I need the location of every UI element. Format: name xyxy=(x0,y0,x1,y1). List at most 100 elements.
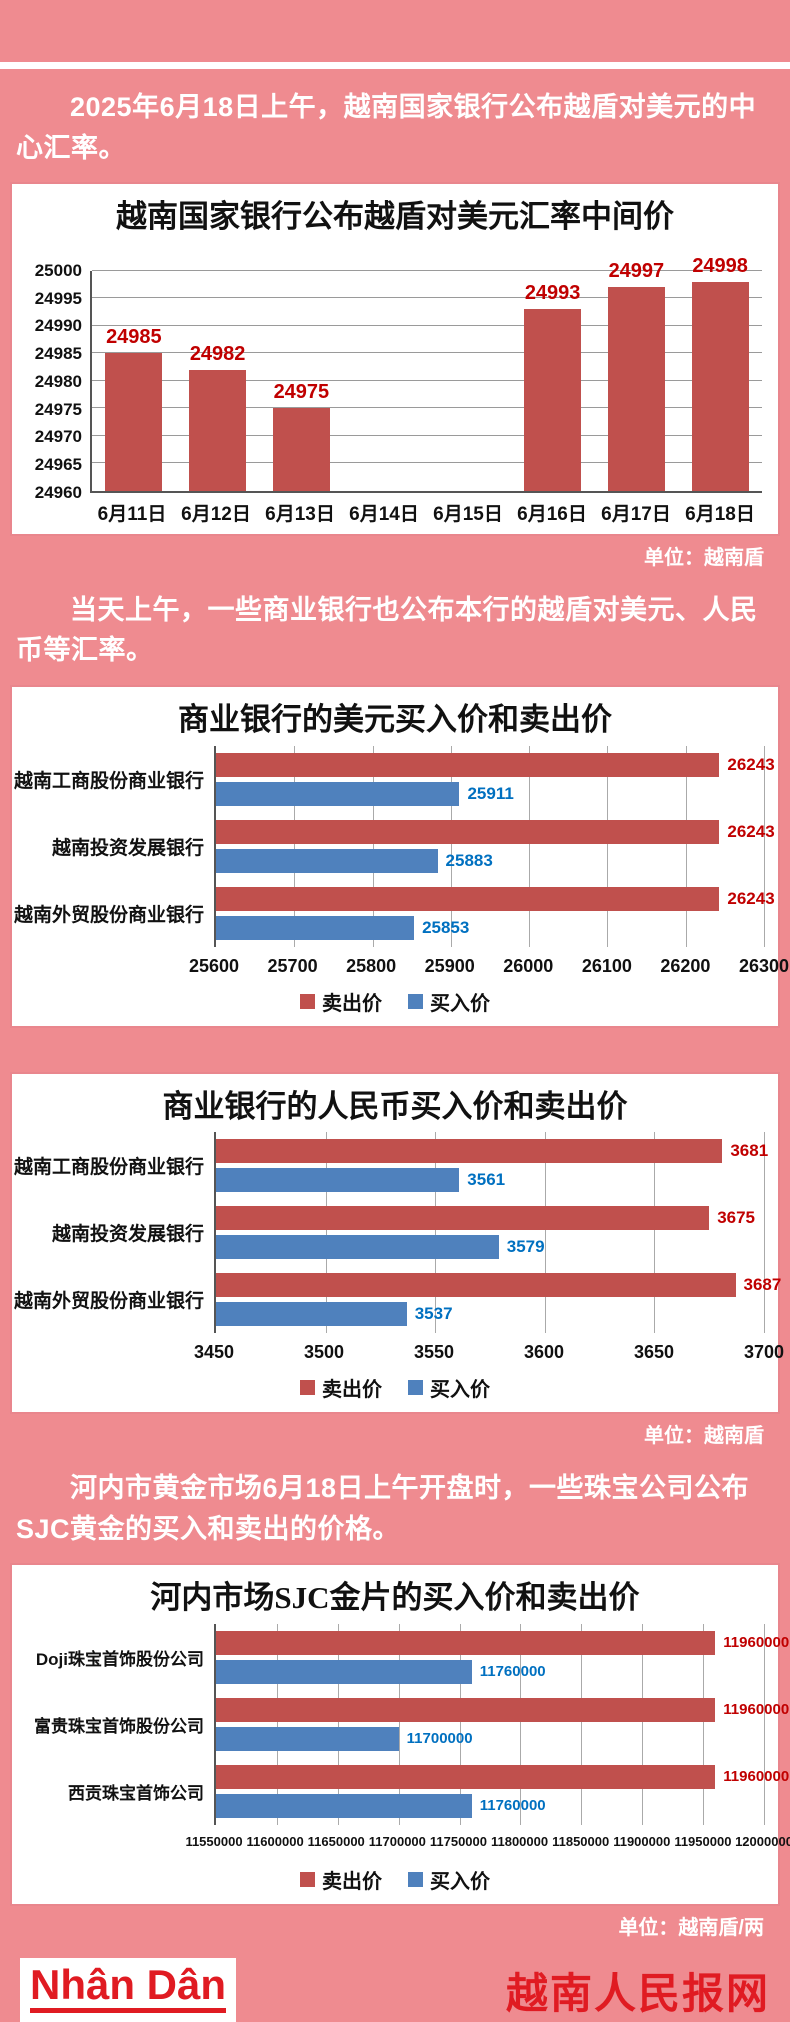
nhandan-logo[interactable]: Nhân Dân xyxy=(20,1958,237,2022)
x-tick-label: 25900 xyxy=(424,955,475,976)
bar-value-label: 24982 xyxy=(189,342,246,365)
plot-wrap: 越南工商股份商业银行 越南投资发展银行 越南外贸股份商业银行 3681 3561 3675… xyxy=(12,1128,781,1334)
category-label: 富贵珠宝首饰股份公司 xyxy=(34,1717,204,1736)
buy-bar xyxy=(216,1302,407,1327)
bar-value-label: 3687 xyxy=(743,1275,782,1295)
bar-value-label: 3681 xyxy=(730,1141,769,1161)
x-tick-label: 11850000 xyxy=(552,1834,610,1849)
category-axis: 越南工商股份商业银行 越南投资发展银行 越南外贸股份商业银行 xyxy=(13,746,214,947)
bar-slot: 24975 xyxy=(260,271,344,491)
bar-line: 11960000 xyxy=(216,1765,789,1789)
x-tick-label: 3500 xyxy=(303,1342,345,1363)
x-axis-row: 11550000 11600000 11650000 11700000 11750000… xyxy=(12,1825,790,1853)
sell-bar xyxy=(216,1631,716,1655)
bar-value-label: 11960000 xyxy=(723,1634,790,1651)
rate-bar xyxy=(691,281,749,491)
divider-line xyxy=(0,62,790,69)
bar-group: 3675 3579 xyxy=(216,1206,764,1260)
x-axis: 25600 25700 25800 25900 26000 26100 26200 26300 xyxy=(189,951,789,976)
bar-line: 25883 xyxy=(216,848,764,873)
bar-slot: 24998 xyxy=(678,255,762,491)
bar-value-label: 24975 xyxy=(273,381,330,404)
bar-group: 3681 3561 xyxy=(216,1139,768,1193)
bar-value-label: 11960000 xyxy=(723,1768,790,1785)
gridline xyxy=(276,1624,278,1825)
gridline xyxy=(764,1132,765,1334)
sell-bar xyxy=(216,1206,710,1231)
category-label: Doji珠宝首饰股份公司 xyxy=(35,1650,204,1669)
sell-bar xyxy=(216,886,720,911)
x-tick-label: 6月13日 xyxy=(265,503,335,525)
x-axis-row: 25600 25700 25800 25900 26000 26100 26200 26300 xyxy=(12,947,789,976)
sell-bar xyxy=(216,1698,716,1722)
sell-bar xyxy=(216,819,720,844)
plot-wrap: 越南工商股份商业银行 越南投资发展银行 越南外贸股份商业银行 26243 25911 26… xyxy=(12,742,778,947)
bar-group: 11960000 11760000 xyxy=(216,1631,789,1684)
plot-area: 3681 3561 3675 3579 3687 3537 xyxy=(214,1132,781,1334)
gridline xyxy=(607,745,609,947)
gridline xyxy=(450,745,452,947)
bar-group: 3687 3537 xyxy=(216,1273,781,1327)
category-label: 越南工商股份商业银行 xyxy=(13,770,204,792)
x-tick-label: 26000 xyxy=(503,955,554,976)
bar-line: 25853 xyxy=(216,915,764,940)
gridline xyxy=(372,745,374,947)
unit-caption: 单位：越南盾 xyxy=(644,546,764,569)
x-tick-label: 3600 xyxy=(523,1342,565,1363)
bar-line: 3675 xyxy=(216,1206,764,1231)
gridline xyxy=(459,1624,461,1825)
buy-bar xyxy=(216,1660,472,1684)
gridline xyxy=(544,1132,546,1334)
bar-slot: 24997 xyxy=(595,260,679,491)
rate-bar xyxy=(105,353,163,491)
x-tick-label: 11800000 xyxy=(490,1834,549,1849)
category-label: 西贡珠宝首饰公司 xyxy=(68,1784,204,1803)
usd-rates-bar-chart: 越南工商股份商业银行 越南投资发展银行 越南外贸股份商业银行 26243 25911 26… xyxy=(12,742,789,1016)
y-tick-label: 24980 xyxy=(34,371,82,391)
plot-wrap: 24960 24965 24970 24975 24980 24985 24990 24995… xyxy=(12,239,778,502)
bar-line: 26243 xyxy=(216,752,775,777)
bar-value-label: 3579 xyxy=(506,1237,545,1257)
rate-bar xyxy=(524,309,582,491)
rate-bar xyxy=(272,408,330,491)
gridline xyxy=(398,1624,400,1825)
legend-label: 买入价 xyxy=(430,1871,490,1893)
cny-rates-bar-chart: 越南工商股份商业银行 越南投资发展银行 越南外贸股份商业银行 3681 3561 3675… xyxy=(12,1128,784,1402)
gridline xyxy=(92,462,762,464)
bar-line: 3681 xyxy=(216,1139,768,1164)
x-tick-label: 11900000 xyxy=(613,1834,671,1849)
legend-swatch xyxy=(408,1380,423,1396)
legend-item: 卖出价 xyxy=(300,987,382,1016)
chart-title: 越南国家银行公布越盾对美元汇率中间价 xyxy=(116,199,674,234)
bar-line: 3537 xyxy=(216,1302,764,1327)
legend-item: 买入价 xyxy=(408,987,490,1016)
legend-label: 卖出价 xyxy=(322,1379,382,1402)
bar-value-label: 25911 xyxy=(467,783,514,803)
gridline xyxy=(92,269,762,271)
bar-slots: 24985 24982 24975 24993 24997 24998 xyxy=(92,255,762,491)
sell-bar xyxy=(216,752,720,777)
x-tick-label: 11650000 xyxy=(307,1834,365,1849)
top-banner xyxy=(0,0,790,62)
legend-label: 卖出价 xyxy=(322,1871,382,1893)
gridline xyxy=(337,1624,339,1825)
bar-value-label: 3561 xyxy=(467,1170,506,1190)
y-axis: 24960 24965 24970 24975 24980 24985 24990 24995… xyxy=(18,261,90,502)
x-tick-label: 6月12日 xyxy=(181,503,251,525)
x-tick-label: 11600000 xyxy=(246,1834,304,1849)
bar-group: 11960000 11760000 xyxy=(216,1765,789,1818)
buy-bar xyxy=(216,1235,499,1260)
gridline xyxy=(92,297,762,299)
bar-value-label: 24985 xyxy=(106,326,162,349)
category-axis: 越南工商股份商业银行 越南投资发展银行 越南外贸股份商业银行 xyxy=(14,1132,214,1333)
chart-panel-cny: 商业银行的人民币买入价和卖出价 越南工商股份商业银行 越南投资发展银行 越南外贸股份… xyxy=(10,1071,784,1415)
gridline xyxy=(764,1624,765,1825)
chart-title: 商业银行的美元买入价和卖出价 xyxy=(178,701,612,737)
legend: 卖出价 买入价 xyxy=(12,1373,778,1402)
sell-bar xyxy=(216,1273,736,1298)
y-tick-label: 24975 xyxy=(34,399,82,419)
bar-value-label: 26243 xyxy=(727,888,775,908)
legend: 卖出价 买入价 xyxy=(12,1865,778,1894)
legend-label: 买入价 xyxy=(430,992,490,1015)
sell-bar xyxy=(216,1765,716,1789)
